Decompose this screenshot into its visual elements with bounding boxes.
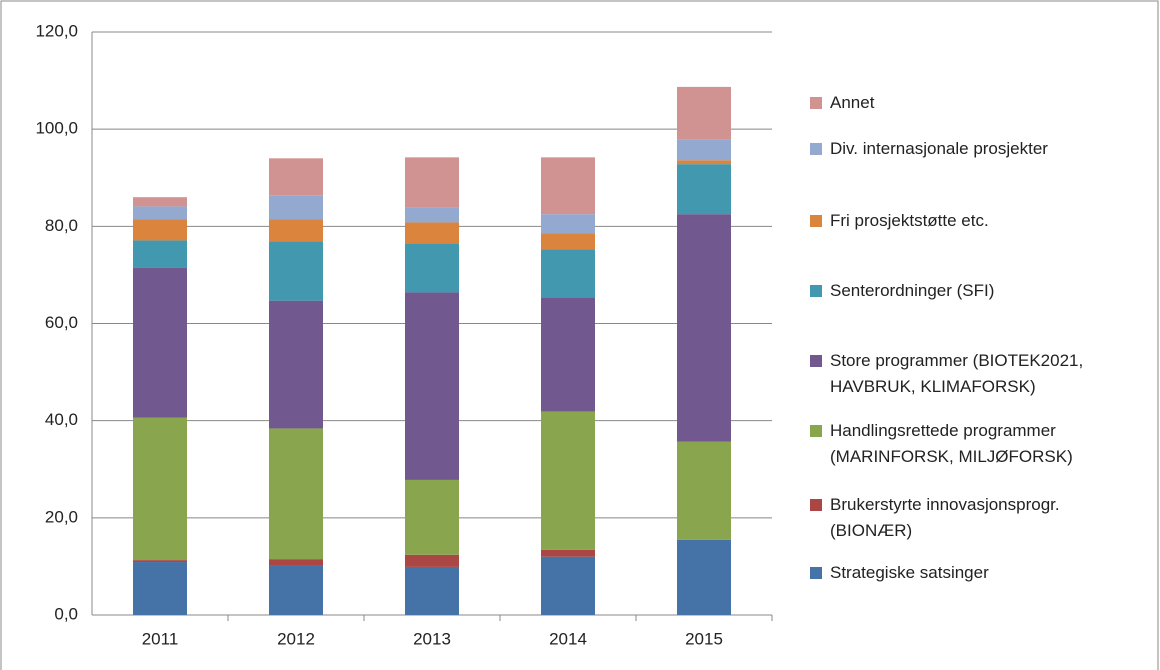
legend-swatch bbox=[810, 143, 822, 155]
legend-label: Handlingsrettede programmer (MARINFORSK,… bbox=[830, 421, 1073, 466]
x-tick-label: 2012 bbox=[277, 629, 315, 648]
bar-segment bbox=[269, 428, 323, 560]
bar-segment bbox=[405, 222, 459, 244]
legend-item: Fri prosjektstøtte etc. bbox=[810, 208, 1140, 234]
legend-label: Store programmer (BIOTEK2021, HAVBRUK, K… bbox=[830, 351, 1084, 396]
legend-item: Brukerstyrte innovasjonsprogr. (BIONÆR) bbox=[810, 492, 1140, 544]
bar-segment bbox=[541, 214, 595, 234]
bar-segment bbox=[677, 164, 731, 215]
bar-segment bbox=[269, 565, 323, 615]
bar-segment bbox=[677, 441, 731, 540]
bar-segment bbox=[269, 241, 323, 301]
legend-item: Annet bbox=[810, 90, 1140, 116]
legend-swatch bbox=[810, 285, 822, 297]
y-tick-label: 60,0 bbox=[45, 313, 78, 332]
bar-segment bbox=[541, 556, 595, 615]
bar-segment bbox=[133, 240, 187, 268]
legend-item: Strategiske satsinger bbox=[810, 560, 1140, 586]
legend-label: Annet bbox=[830, 93, 875, 112]
bar-segment bbox=[269, 219, 323, 242]
legend-label: Strategiske satsinger bbox=[830, 563, 989, 582]
bar-segment bbox=[541, 549, 595, 557]
legend-item: Senterordninger (SFI) bbox=[810, 278, 1140, 304]
bar-segment bbox=[541, 411, 595, 550]
bar-segment bbox=[269, 158, 323, 196]
legend-swatch bbox=[810, 355, 822, 367]
legend-label: Brukerstyrte innovasjonsprogr. (BIONÆR) bbox=[830, 495, 1060, 540]
legend-label: Fri prosjektstøtte etc. bbox=[830, 211, 989, 230]
x-tick-label: 2013 bbox=[413, 629, 451, 648]
bar-segment bbox=[269, 300, 323, 429]
bar-segment bbox=[133, 267, 187, 418]
bar-segment bbox=[405, 157, 459, 208]
bar-segment bbox=[133, 562, 187, 615]
bar-segment bbox=[133, 417, 187, 561]
bar-segment bbox=[133, 560, 187, 563]
bar-segment bbox=[677, 139, 731, 161]
legend-swatch bbox=[810, 425, 822, 437]
bar-segment bbox=[405, 292, 459, 480]
bar-segment bbox=[677, 539, 731, 615]
bar-segment bbox=[541, 233, 595, 250]
x-tick-label: 2014 bbox=[549, 629, 587, 648]
x-tick-label: 2015 bbox=[685, 629, 723, 648]
y-tick-label: 80,0 bbox=[45, 216, 78, 235]
y-tick-label: 100,0 bbox=[35, 119, 78, 138]
bar-segment bbox=[405, 479, 459, 555]
bar-segment bbox=[405, 554, 459, 567]
bar-segment bbox=[133, 219, 187, 241]
bar-segment bbox=[541, 157, 595, 215]
y-tick-label: 40,0 bbox=[45, 410, 78, 429]
y-tick-label: 20,0 bbox=[45, 507, 78, 526]
bar-segment bbox=[133, 197, 187, 207]
bar-segment bbox=[133, 206, 187, 220]
y-tick-label: 120,0 bbox=[35, 21, 78, 40]
bar-segment bbox=[541, 297, 595, 412]
bar-segment bbox=[677, 160, 731, 165]
legend-swatch bbox=[810, 567, 822, 579]
legend-item: Handlingsrettede programmer (MARINFORSK,… bbox=[810, 418, 1140, 470]
bar-segment bbox=[405, 243, 459, 293]
legend-swatch bbox=[810, 215, 822, 227]
legend-swatch bbox=[810, 97, 822, 109]
bar-segment bbox=[269, 559, 323, 566]
bar-segment bbox=[541, 249, 595, 298]
bar-segment bbox=[677, 214, 731, 442]
bar-segment bbox=[405, 207, 459, 223]
legend-item: Div. internasjonale prosjekter bbox=[810, 136, 1140, 162]
bar-segment bbox=[677, 86, 731, 140]
legend-item: Store programmer (BIOTEK2021, HAVBRUK, K… bbox=[810, 348, 1140, 400]
x-tick-label: 2011 bbox=[142, 629, 179, 648]
y-tick-label: 0,0 bbox=[54, 604, 78, 623]
bar-segment bbox=[405, 566, 459, 615]
legend-label: Div. internasjonale prosjekter bbox=[830, 139, 1048, 158]
legend-label: Senterordninger (SFI) bbox=[830, 281, 995, 300]
legend-swatch bbox=[810, 499, 822, 511]
bar-segment bbox=[269, 195, 323, 220]
